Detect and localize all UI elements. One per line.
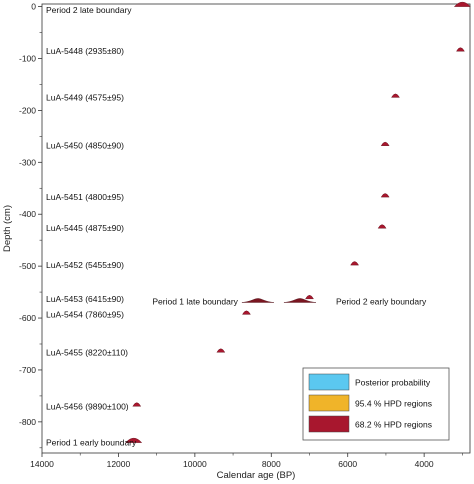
x-tick-label: 6000 xyxy=(338,459,357,469)
sample-label: LuA-5450 (4850±90) xyxy=(46,141,124,151)
sample-marker xyxy=(125,437,143,443)
x-tick-label: 4000 xyxy=(415,459,434,469)
legend-label: 95.4 % HPD regions xyxy=(355,399,432,409)
sample-label: LuA-5449 (4575±95) xyxy=(46,92,124,102)
sample-label: LuA-5456 (9890±100) xyxy=(46,401,129,411)
chart-axes: 14000 12000 10000 8000 6000 4000 0 -100 -200 -300… xyxy=(2,2,471,481)
legend-label: Posterior probability xyxy=(355,378,431,388)
chart-marks: Period 2 late boundary LuA-5448 (2935±80)… xyxy=(46,1,471,448)
sample-label: LuA-5445 (4875±90) xyxy=(46,223,124,233)
y-tick-label: -100 xyxy=(19,54,36,64)
legend-swatch xyxy=(308,415,350,433)
y-tick-label: 0 xyxy=(31,2,36,12)
sample-marker xyxy=(216,348,226,353)
y-tick-label: -300 xyxy=(19,157,36,167)
x-axis-title: Calendar age (BP) xyxy=(217,470,296,481)
y-tick-label: -200 xyxy=(19,105,36,115)
sample-marker xyxy=(453,1,471,7)
sample-label: LuA-5451 (4800±95) xyxy=(46,192,124,202)
boundary-marker xyxy=(241,298,274,303)
y-tick-label: -700 xyxy=(19,365,36,375)
sample-marker xyxy=(380,193,390,198)
y-tick-label: -600 xyxy=(19,313,36,323)
legend-swatch xyxy=(308,373,350,391)
sample-label: LuA-5454 (7860±95) xyxy=(46,309,124,319)
sample-label: LuA-5452 (5455±90) xyxy=(46,260,124,270)
y-tick-label: -400 xyxy=(19,209,36,219)
sample-marker xyxy=(380,141,390,146)
x-tick-label: 12000 xyxy=(107,459,131,469)
sample-marker xyxy=(305,295,314,300)
sample-marker xyxy=(350,261,359,266)
boundary-marker xyxy=(283,298,316,303)
sample-label: Period 1 early boundary xyxy=(46,438,137,448)
sample-marker xyxy=(456,47,465,52)
y-tick-label: -800 xyxy=(19,417,36,427)
sample-marker xyxy=(242,310,251,315)
sample-marker xyxy=(391,93,400,98)
sample-label: Period 2 late boundary xyxy=(46,5,132,15)
boundary-label: Period 2 early boundary xyxy=(336,296,427,306)
y-axis-title: Depth (cm) xyxy=(2,205,13,252)
sample-marker xyxy=(377,224,387,229)
boundary-label: Period 1 late boundary xyxy=(152,296,238,306)
y-tick-label: -500 xyxy=(19,261,36,271)
x-tick-label: 8000 xyxy=(262,459,281,469)
legend-swatch xyxy=(308,394,350,412)
sample-label: LuA-5455 (8220±110) xyxy=(46,347,128,357)
x-tick-label: 10000 xyxy=(183,459,207,469)
sample-label: LuA-5448 (2935±80) xyxy=(46,46,124,56)
sample-label: LuA-5453 (6415±90) xyxy=(46,294,124,304)
x-tick-label: 14000 xyxy=(30,459,54,469)
chart-legend: Posterior probability 95.4 % HPD regions 6… xyxy=(302,367,450,441)
plot-frame xyxy=(41,3,471,454)
legend-label: 68.2 % HPD regions xyxy=(355,420,432,430)
sample-marker xyxy=(132,402,142,407)
